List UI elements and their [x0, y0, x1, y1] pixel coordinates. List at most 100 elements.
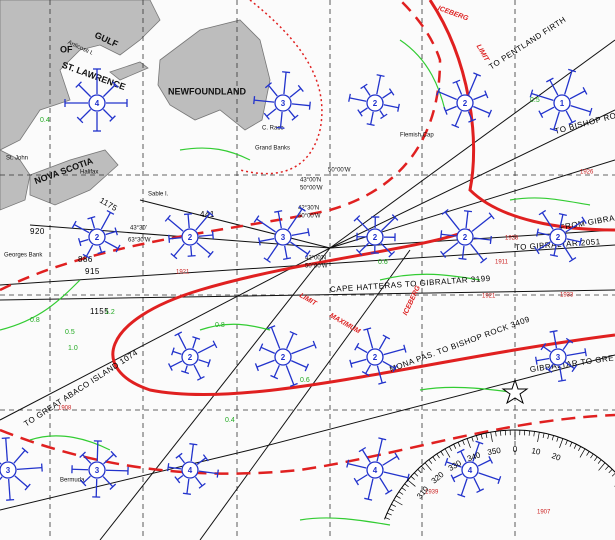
- spoke: [537, 231, 550, 236]
- position: 50°00'W: [298, 214, 321, 220]
- feather: [289, 330, 298, 336]
- feather: [578, 237, 582, 246]
- feather: [6, 498, 15, 501]
- spoke: [454, 111, 463, 127]
- wind-rose: 3: [0, 437, 43, 501]
- compass-label: 20: [550, 451, 562, 463]
- feather: [274, 210, 283, 213]
- spoke: [177, 333, 187, 350]
- spoke: [273, 364, 280, 378]
- feather: [24, 483, 31, 491]
- spoke: [562, 244, 574, 261]
- compass-tick: [480, 434, 483, 440]
- spoke: [548, 363, 554, 371]
- feather: [582, 87, 588, 95]
- position: 50°00'W: [305, 264, 328, 270]
- compass-tick: [407, 479, 416, 487]
- speed: 0.6: [378, 259, 388, 266]
- compass-tick: [590, 453, 594, 459]
- spoke: [553, 245, 557, 256]
- spoke: [197, 343, 216, 354]
- spoke: [167, 217, 184, 232]
- compass-tick: [453, 444, 457, 449]
- feather: [378, 381, 387, 385]
- wind-rose: 2: [436, 72, 493, 129]
- speed: 1.0: [68, 345, 78, 352]
- route-label: CAPE HATTERAS TO GIBRALTAR 3199: [330, 274, 491, 294]
- compass-tick: [471, 436, 474, 442]
- spoke: [382, 91, 393, 99]
- rose-center: [181, 228, 199, 246]
- spoke: [383, 104, 399, 109]
- feather: [282, 71, 291, 74]
- feather: [450, 474, 456, 483]
- wind-rose: 4: [444, 440, 502, 498]
- feather: [197, 375, 205, 381]
- wind-rose: 3: [253, 206, 311, 263]
- spoke: [444, 211, 460, 231]
- wind-rose: 2: [353, 214, 399, 258]
- feather: [529, 89, 534, 98]
- spoke: [460, 478, 468, 496]
- spoke: [383, 471, 409, 479]
- feather: [187, 254, 196, 257]
- feather: [253, 96, 256, 105]
- wind-force: 2: [188, 353, 193, 362]
- spoke: [562, 340, 571, 351]
- feather: [198, 482, 206, 489]
- feather: [183, 213, 193, 216]
- speed: 0.8: [215, 322, 225, 329]
- feather: [535, 228, 539, 237]
- spoke: [350, 358, 367, 365]
- feather: [349, 359, 353, 368]
- rose-center: [274, 228, 292, 246]
- label: OF: [60, 44, 73, 54]
- spoke: [376, 365, 383, 384]
- spoke: [542, 346, 552, 353]
- compass-tick: [533, 431, 535, 437]
- spoke: [446, 461, 462, 468]
- label: Halifax: [80, 170, 98, 176]
- distance: 915: [85, 267, 100, 276]
- spoke: [472, 442, 480, 462]
- spoke: [85, 244, 94, 257]
- feather: [546, 77, 554, 83]
- spoke: [382, 455, 398, 466]
- compass-tick: [410, 476, 415, 480]
- speed: 0.6: [300, 377, 310, 384]
- feather: [436, 87, 441, 96]
- spoke: [194, 476, 203, 487]
- rose-center: [549, 228, 567, 246]
- spoke: [367, 478, 374, 500]
- wind-force: 2: [373, 353, 378, 362]
- compass-tick: [466, 438, 471, 448]
- spoke: [366, 328, 374, 349]
- feather: [312, 340, 317, 349]
- compass-tick: [440, 451, 444, 456]
- feather: [484, 90, 489, 99]
- spoke: [0, 462, 2, 465]
- compass-tick: [547, 434, 550, 440]
- feather: [175, 452, 183, 459]
- spoke: [256, 218, 276, 233]
- year: 1921: [482, 294, 496, 300]
- spoke: [461, 245, 465, 259]
- feather: [463, 210, 473, 213]
- feather: [468, 118, 477, 123]
- spoke: [378, 336, 387, 350]
- feather: [487, 109, 493, 118]
- feather: [109, 115, 116, 122]
- feather: [164, 214, 171, 222]
- compass-tick: [401, 487, 406, 491]
- feather: [568, 120, 577, 125]
- compass-tick: [573, 444, 577, 449]
- spoke: [380, 243, 393, 255]
- spoke: [478, 472, 500, 481]
- wind-rose: 4: [167, 443, 219, 495]
- feather: [21, 447, 29, 454]
- feather: [558, 379, 567, 382]
- label: Flemish Cap: [400, 133, 434, 139]
- feather: [289, 382, 298, 388]
- rose-center: [366, 348, 384, 366]
- feather: [106, 209, 115, 215]
